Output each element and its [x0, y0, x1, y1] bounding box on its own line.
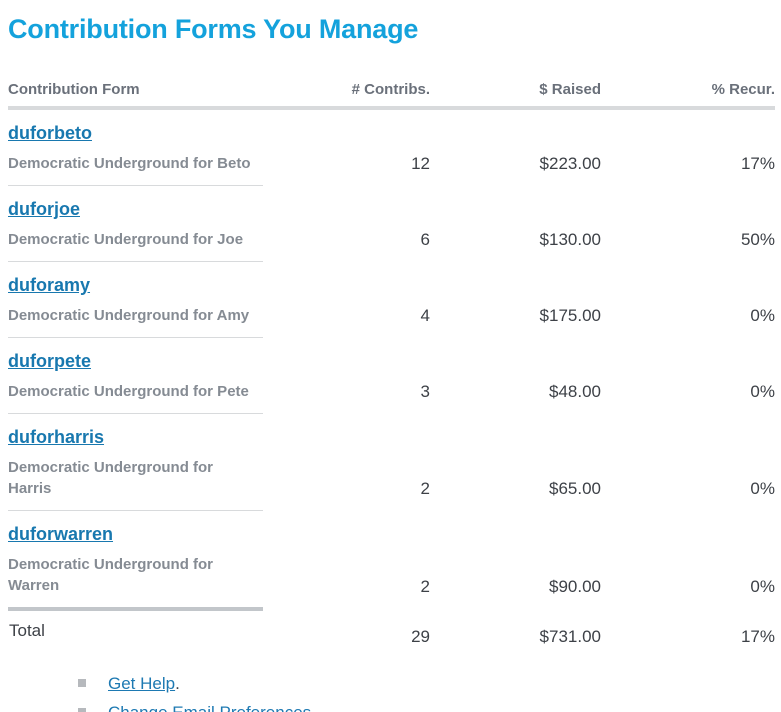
- recur-value: 0%: [750, 577, 775, 596]
- column-header-raised: $ Raised: [430, 81, 601, 110]
- form-display-name: Democratic Underground for Warren: [8, 556, 214, 594]
- column-header-contribution-form: Contribution Form: [8, 81, 263, 110]
- square-bullet-icon: [78, 679, 86, 687]
- table-row: duforbeto Democratic Underground for Bet…: [8, 108, 775, 186]
- form-display-name: Democratic Underground for Harris: [8, 459, 214, 497]
- form-link-duforbeto[interactable]: duforbeto: [8, 123, 92, 143]
- column-header-contribs: # Contribs.: [263, 81, 430, 110]
- recur-value: 0%: [750, 381, 775, 401]
- square-bullet-icon: [78, 708, 86, 712]
- raised-value: $223.00: [539, 153, 601, 173]
- table-row: duforamy Democratic Underground for Amy …: [8, 261, 775, 338]
- form-display-name: Democratic Underground for Amy: [8, 307, 250, 324]
- form-link-duforjoe[interactable]: duforjoe: [8, 199, 80, 219]
- contribs-value: 4: [420, 305, 430, 325]
- total-row: Total 29 $731.00 17%: [8, 609, 775, 647]
- column-header-recur: % Recur.: [601, 81, 775, 110]
- raised-value: $65.00: [549, 478, 601, 498]
- table-row: duforwarren Democratic Underground for W…: [8, 510, 775, 611]
- table-row: duforpete Democratic Underground for Pet…: [8, 337, 775, 414]
- recur-value: 0%: [750, 305, 775, 325]
- form-display-name: Democratic Underground for Beto: [8, 155, 251, 172]
- raised-value: $130.00: [539, 229, 601, 249]
- footer-list-item: Get Help.: [78, 673, 775, 694]
- contribs-value: 12: [411, 153, 430, 173]
- form-display-name: Democratic Underground for Pete: [8, 383, 249, 400]
- change-email-preferences-link[interactable]: Change Email Preferences: [108, 703, 311, 712]
- total-label: Total: [9, 621, 45, 640]
- total-contribs-value: 29: [411, 627, 430, 646]
- table-row: duforjoe Democratic Underground for Joe …: [8, 185, 775, 262]
- raised-value: $175.00: [539, 305, 601, 325]
- total-recur-value: 17%: [740, 627, 775, 646]
- form-link-duforharris[interactable]: duforharris: [8, 427, 105, 447]
- contribs-value: 2: [420, 478, 430, 498]
- form-link-duforwarren[interactable]: duforwarren: [8, 524, 114, 544]
- form-display-name: Democratic Underground for Joe: [8, 231, 244, 248]
- table-row: duforharris Democratic Underground for H…: [8, 413, 775, 511]
- recur-value: 50%: [740, 229, 775, 249]
- raised-value: $48.00: [549, 381, 601, 401]
- contribs-value: 6: [420, 229, 430, 249]
- contribs-value: 3: [420, 381, 430, 401]
- recur-value: 17%: [740, 153, 775, 173]
- contribution-forms-table: Contribution Form # Contribs. $ Raised %…: [8, 81, 775, 647]
- form-link-duforamy[interactable]: duforamy: [8, 275, 91, 295]
- contribs-value: 2: [420, 577, 430, 596]
- footer-links-list: Get Help. Change Email Preferences: [8, 673, 775, 712]
- raised-value: $90.00: [549, 577, 601, 596]
- total-raised-value: $731.00: [539, 627, 601, 646]
- link-suffix: .: [175, 674, 180, 693]
- get-help-link[interactable]: Get Help: [108, 674, 176, 693]
- footer-list-item: Change Email Preferences: [78, 702, 775, 712]
- form-link-duforpete[interactable]: duforpete: [8, 351, 91, 371]
- table-header-row: Contribution Form # Contribs. $ Raised %…: [8, 81, 775, 110]
- page-title: Contribution Forms You Manage: [8, 14, 419, 44]
- recur-value: 0%: [750, 478, 775, 498]
